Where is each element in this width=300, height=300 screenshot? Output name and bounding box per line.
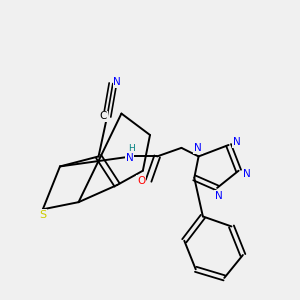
Text: N: N <box>243 169 250 179</box>
Text: N: N <box>113 77 121 87</box>
Text: N: N <box>233 137 241 147</box>
Text: O: O <box>137 176 145 186</box>
Text: N: N <box>215 191 223 201</box>
Text: H: H <box>128 144 135 153</box>
Text: S: S <box>39 210 46 220</box>
Text: C: C <box>100 111 107 122</box>
Text: N: N <box>126 153 134 163</box>
Text: N: N <box>194 143 202 153</box>
